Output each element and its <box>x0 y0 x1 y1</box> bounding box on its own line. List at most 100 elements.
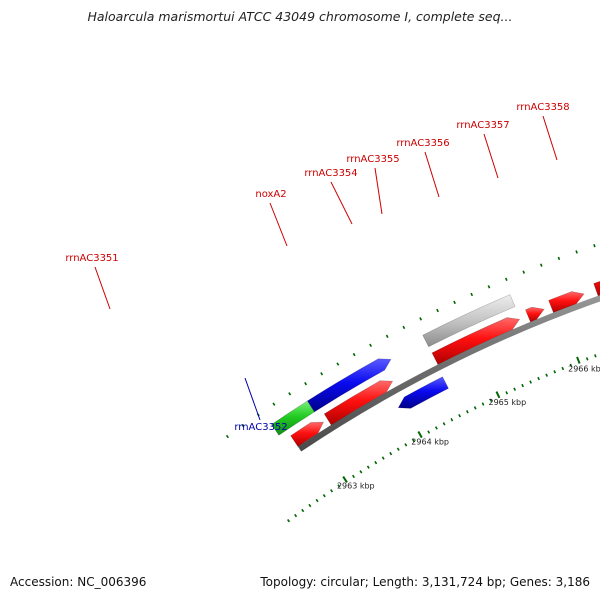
scale-label: 2964 kbp <box>411 437 449 446</box>
inner-tick <box>513 387 517 391</box>
inner-tick <box>458 414 461 418</box>
inner-tick <box>286 519 291 523</box>
inner-tick <box>585 357 589 361</box>
gene-arrow-rrnAC3354[interactable] <box>525 306 545 323</box>
inner-tick <box>374 460 378 465</box>
outer-tick <box>352 352 356 357</box>
feature-green[interactable] <box>271 400 315 436</box>
label-leader-line <box>94 266 111 310</box>
outer-tick <box>575 250 578 254</box>
inner-tick <box>537 376 540 381</box>
inner-tick <box>465 410 469 414</box>
inner-tick <box>481 402 485 406</box>
inner-tick <box>389 451 393 456</box>
inner-tick <box>545 373 548 377</box>
outer-tick <box>304 382 308 386</box>
inner-tick <box>495 391 501 399</box>
outer-tick <box>336 362 340 366</box>
outer-tick <box>504 277 508 282</box>
gene-arrow-noxA2[interactable] <box>431 317 521 365</box>
outer-tick <box>539 263 543 267</box>
scale-label: 2966 kbp <box>568 364 600 373</box>
outer-tick <box>320 372 324 376</box>
inner-tick <box>342 476 348 483</box>
accession-text: Accession: NC_006396 <box>10 575 147 589</box>
label-leader-line <box>424 151 440 198</box>
inner-tick <box>308 503 312 508</box>
outer-tick <box>557 256 561 261</box>
outer-tick <box>369 343 373 348</box>
inner-tick <box>381 456 385 460</box>
inner-tick <box>301 508 305 513</box>
gene-arrow-rrnAC3355[interactable] <box>548 291 585 313</box>
outer-tick <box>453 300 456 305</box>
inner-tick <box>294 513 298 518</box>
inner-tick <box>337 484 341 488</box>
feature-layer <box>271 263 600 447</box>
feature-blue-upper[interactable] <box>307 358 392 413</box>
inner-tick <box>322 493 326 498</box>
topology-text: Topology: circular; Length: 3,131,724 bp… <box>260 575 590 589</box>
label-leader-line <box>330 181 353 225</box>
gene-arrow-rrnAC3351[interactable] <box>323 380 394 426</box>
inner-tick <box>505 391 509 395</box>
outer-tick <box>288 392 292 396</box>
gene-label[interactable]: rrnAC3351 <box>65 253 118 264</box>
inner-tick <box>434 426 438 430</box>
outer-tick <box>385 334 389 338</box>
label-leader-line <box>244 377 261 421</box>
gene-label[interactable]: rrnAC3358 <box>516 102 569 113</box>
backbone-track <box>297 295 600 452</box>
outer-tick <box>522 270 526 274</box>
outer-tick <box>402 325 406 330</box>
gene-arrow-rrnAC3352[interactable] <box>397 376 449 409</box>
inner-tick <box>529 380 532 384</box>
inner-tick <box>594 354 597 358</box>
gene-label[interactable]: rrnAC3355 <box>346 154 399 165</box>
tick-layer <box>225 243 597 523</box>
outer-tick <box>593 243 596 248</box>
outer-tick <box>225 434 229 439</box>
gene-label[interactable]: noxA2 <box>255 189 286 200</box>
outer-tick <box>419 317 423 321</box>
inner-tick <box>417 430 423 439</box>
inner-tick <box>330 489 334 493</box>
feature-gray[interactable] <box>422 294 516 348</box>
inner-tick <box>450 418 454 422</box>
inner-tick <box>553 370 557 374</box>
scale-label: 2963 kbp <box>337 482 375 491</box>
inner-tick <box>366 465 370 469</box>
inner-tick <box>569 363 573 367</box>
label-leader-line <box>374 167 383 215</box>
inner-tick <box>561 366 565 371</box>
outer-tick <box>241 423 245 428</box>
gene-label[interactable]: rrnAC3356 <box>396 138 449 149</box>
inner-tick <box>315 498 319 503</box>
label-leader-line <box>542 115 558 161</box>
inner-tick <box>359 470 363 474</box>
gene-label[interactable]: rrnAC3357 <box>456 120 509 131</box>
inner-tick <box>352 474 355 479</box>
label-leader-line <box>483 133 499 179</box>
backbone-layer <box>297 295 600 452</box>
inner-tick <box>411 438 415 443</box>
inner-tick <box>489 398 493 402</box>
inner-tick <box>442 422 446 426</box>
gene-label[interactable]: rrnAC3354 <box>304 168 357 179</box>
outer-tick <box>487 285 491 289</box>
inner-tick <box>404 443 408 447</box>
inner-tick <box>473 406 477 410</box>
outer-tick <box>272 402 276 406</box>
outer-tick <box>470 292 474 297</box>
gene-label[interactable]: rrnAC3352 <box>234 422 287 433</box>
scale-label: 2965 kbp <box>488 398 526 407</box>
label-leader-line <box>269 202 288 247</box>
outer-tick <box>436 308 439 313</box>
inner-tick <box>521 383 524 388</box>
gene-arrow-forward[interactable] <box>290 421 324 447</box>
inner-tick <box>576 356 581 364</box>
gene-arrow-rrnAC3356[interactable] <box>593 263 600 297</box>
inner-tick <box>396 447 400 451</box>
